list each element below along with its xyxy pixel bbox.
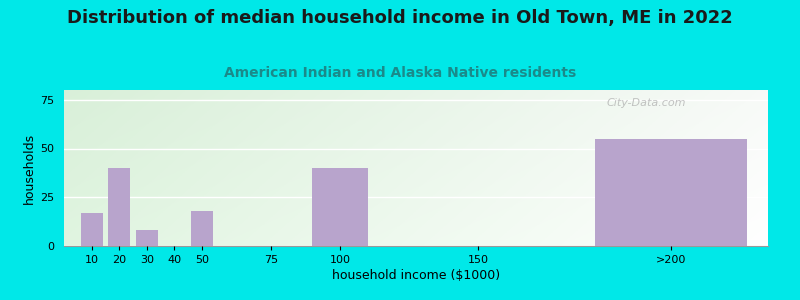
Bar <box>595 139 747 246</box>
Text: American Indian and Alaska Native residents: American Indian and Alaska Native reside… <box>224 66 576 80</box>
Text: Distribution of median household income in Old Town, ME in 2022: Distribution of median household income … <box>67 9 733 27</box>
Bar <box>191 211 213 246</box>
Bar <box>81 213 102 246</box>
Text: City-Data.com: City-Data.com <box>606 98 686 108</box>
X-axis label: household income ($1000): household income ($1000) <box>332 269 500 282</box>
Bar <box>136 230 158 246</box>
Bar <box>108 168 130 246</box>
Bar <box>313 168 368 246</box>
Y-axis label: households: households <box>23 132 36 204</box>
